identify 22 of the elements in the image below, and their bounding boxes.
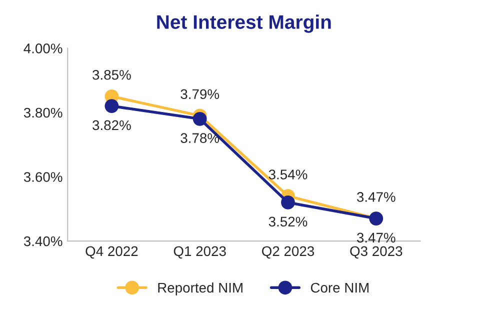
y-tick-label: 3.60%	[24, 172, 62, 182]
data-label: 3.47%	[356, 192, 396, 202]
data-label: 3.52%	[268, 216, 308, 227]
y-tick-label: 4.00%	[24, 44, 62, 54]
x-tick-label: Q3 2023	[350, 246, 402, 259]
x-tick-label: Q2 2023	[262, 246, 314, 259]
legend-label: Reported NIM	[158, 282, 242, 296]
x-tick-label: Q4 2022	[86, 246, 138, 259]
point	[281, 196, 295, 210]
chart-title: Net Interest Margin	[157, 14, 331, 33]
data-label: 3.78%	[180, 133, 220, 143]
point	[104, 99, 119, 113]
data-label: 3.82%	[92, 120, 131, 130]
y-tick-label: 3.40%	[24, 236, 62, 246]
data-label: 3.54%	[268, 170, 308, 180]
point	[192, 112, 207, 126]
data-label: 3.79%	[180, 89, 220, 100]
x-tick-label: Q1 2023	[174, 246, 226, 259]
legend-label: Core NIM	[310, 282, 368, 293]
data-label: 3.85%	[92, 70, 131, 80]
y-tick-label: 3.80%	[24, 108, 62, 118]
data-label: 3.47%	[356, 232, 396, 243]
